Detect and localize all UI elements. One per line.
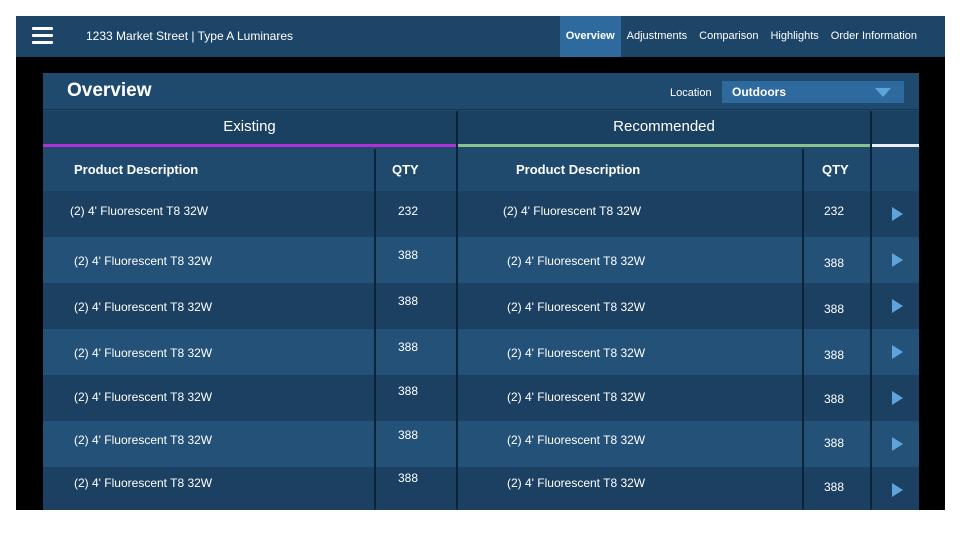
play-arrow-icon xyxy=(892,253,903,267)
table-row: (2) 4' Fluorescent T8 32W 388 (2) 4' Flu… xyxy=(43,421,919,467)
column-divider xyxy=(802,149,804,510)
panel-header: Overview Location Outdoors xyxy=(43,73,919,110)
play-arrow-icon xyxy=(892,391,903,405)
section-recommended-header: Recommended xyxy=(458,111,870,147)
recommended-description-cell: (2) 4' Fluorescent T8 32W xyxy=(507,433,646,447)
recommended-description-cell: (2) 4' Fluorescent T8 32W xyxy=(507,254,646,268)
tab-adjustments[interactable]: Adjustments xyxy=(626,30,688,42)
chevron-down-icon xyxy=(875,88,891,97)
recommended-description-cell: (2) 4' Fluorescent T8 32W xyxy=(507,390,646,404)
recommended-description-cell: (2) 4' Fluorescent T8 32W xyxy=(507,300,646,314)
table-row: (2) 4' Fluorescent T8 32W 388 (2) 4' Flu… xyxy=(43,467,919,510)
section-divider xyxy=(456,111,458,510)
table-row: (2) 4' Fluorescent T8 32W 388 (2) 4' Flu… xyxy=(43,237,919,283)
existing-qty-cell: 388 xyxy=(397,384,419,398)
play-arrow-icon xyxy=(892,483,903,497)
table-row: (2) 4' Fluorescent T8 32W 388 (2) 4' Flu… xyxy=(43,375,919,421)
recommended-qty-cell: 388 xyxy=(823,480,845,494)
existing-qty-cell: 388 xyxy=(397,340,419,354)
hamburger-menu-icon[interactable] xyxy=(32,27,53,45)
row-detail-button[interactable] xyxy=(872,421,919,467)
page-title: Overview xyxy=(67,80,152,101)
existing-description-cell: (2) 4' Fluorescent T8 32W xyxy=(74,346,213,360)
existing-description-cell: (2) 4' Fluorescent T8 32W xyxy=(70,204,209,218)
table-row: (2) 4' Fluorescent T8 32W 232 (2) 4' Flu… xyxy=(43,191,919,237)
recommended-qty-header: QTY xyxy=(822,162,849,177)
existing-description-cell: (2) 4' Fluorescent T8 32W xyxy=(74,476,213,490)
nav-tabs: Overview Adjustments Comparison Highligh… xyxy=(559,16,923,57)
row-detail-button[interactable] xyxy=(872,467,919,510)
row-detail-button[interactable] xyxy=(872,237,919,283)
section-divider xyxy=(870,111,872,510)
row-detail-button[interactable] xyxy=(872,329,919,375)
existing-description-cell: (2) 4' Fluorescent T8 32W xyxy=(74,300,213,314)
section-actions-header xyxy=(872,111,919,147)
table-row: (2) 4' Fluorescent T8 32W 388 (2) 4' Flu… xyxy=(43,283,919,329)
play-arrow-icon xyxy=(892,437,903,451)
app-title: 1233 Market Street | Type A Luminares xyxy=(86,29,294,43)
existing-description-cell: (2) 4' Fluorescent T8 32W xyxy=(74,254,213,268)
row-detail-button[interactable] xyxy=(872,283,919,329)
existing-qty-cell: 388 xyxy=(397,428,419,442)
recommended-qty-cell: 388 xyxy=(823,256,845,270)
existing-qty-cell: 388 xyxy=(397,471,419,485)
tab-order-information[interactable]: Order Information xyxy=(830,30,917,42)
recommended-qty-cell: 388 xyxy=(823,302,845,316)
play-arrow-icon xyxy=(892,345,903,359)
existing-description-cell: (2) 4' Fluorescent T8 32W xyxy=(74,390,213,404)
column-divider xyxy=(374,149,376,510)
recommended-description-cell: (2) 4' Fluorescent T8 32W xyxy=(503,204,642,218)
tab-overview[interactable]: Overview xyxy=(559,16,621,57)
recommended-qty-cell: 388 xyxy=(823,436,845,450)
app-window: 1233 Market Street | Type A Luminares Ov… xyxy=(16,16,945,510)
existing-qty-cell: 388 xyxy=(397,294,419,308)
location-dropdown[interactable]: Outdoors xyxy=(722,81,904,103)
tab-comparison[interactable]: Comparison xyxy=(699,30,759,42)
row-detail-button[interactable] xyxy=(872,191,919,237)
existing-description-cell: (2) 4' Fluorescent T8 32W xyxy=(74,433,213,447)
top-navigation-bar: 1233 Market Street | Type A Luminares Ov… xyxy=(16,16,945,57)
existing-qty-header: QTY xyxy=(392,162,419,177)
recommended-qty-cell: 388 xyxy=(823,392,845,406)
location-label: Location xyxy=(670,87,712,99)
existing-qty-cell: 232 xyxy=(397,204,419,218)
recommended-qty-cell: 232 xyxy=(823,204,845,218)
tab-highlights[interactable]: Highlights xyxy=(770,30,819,42)
overview-panel: Overview Location Outdoors Existing Reco… xyxy=(43,73,919,510)
recommended-product-description-header: Product Description xyxy=(516,162,641,177)
play-arrow-icon xyxy=(892,207,903,221)
play-arrow-icon xyxy=(892,299,903,313)
existing-product-description-header: Product Description xyxy=(74,162,199,177)
recommended-description-cell: (2) 4' Fluorescent T8 32W xyxy=(507,476,646,490)
table-row: (2) 4' Fluorescent T8 32W 388 (2) 4' Flu… xyxy=(43,329,919,375)
row-detail-button[interactable] xyxy=(872,375,919,421)
recommended-qty-cell: 388 xyxy=(823,348,845,362)
recommended-description-cell: (2) 4' Fluorescent T8 32W xyxy=(507,346,646,360)
existing-qty-cell: 388 xyxy=(397,248,419,262)
comparison-table: (2) 4' Fluorescent T8 32W 232 (2) 4' Flu… xyxy=(43,191,919,510)
location-selected-value: Outdoors xyxy=(732,85,786,99)
section-existing-header: Existing xyxy=(43,111,456,147)
